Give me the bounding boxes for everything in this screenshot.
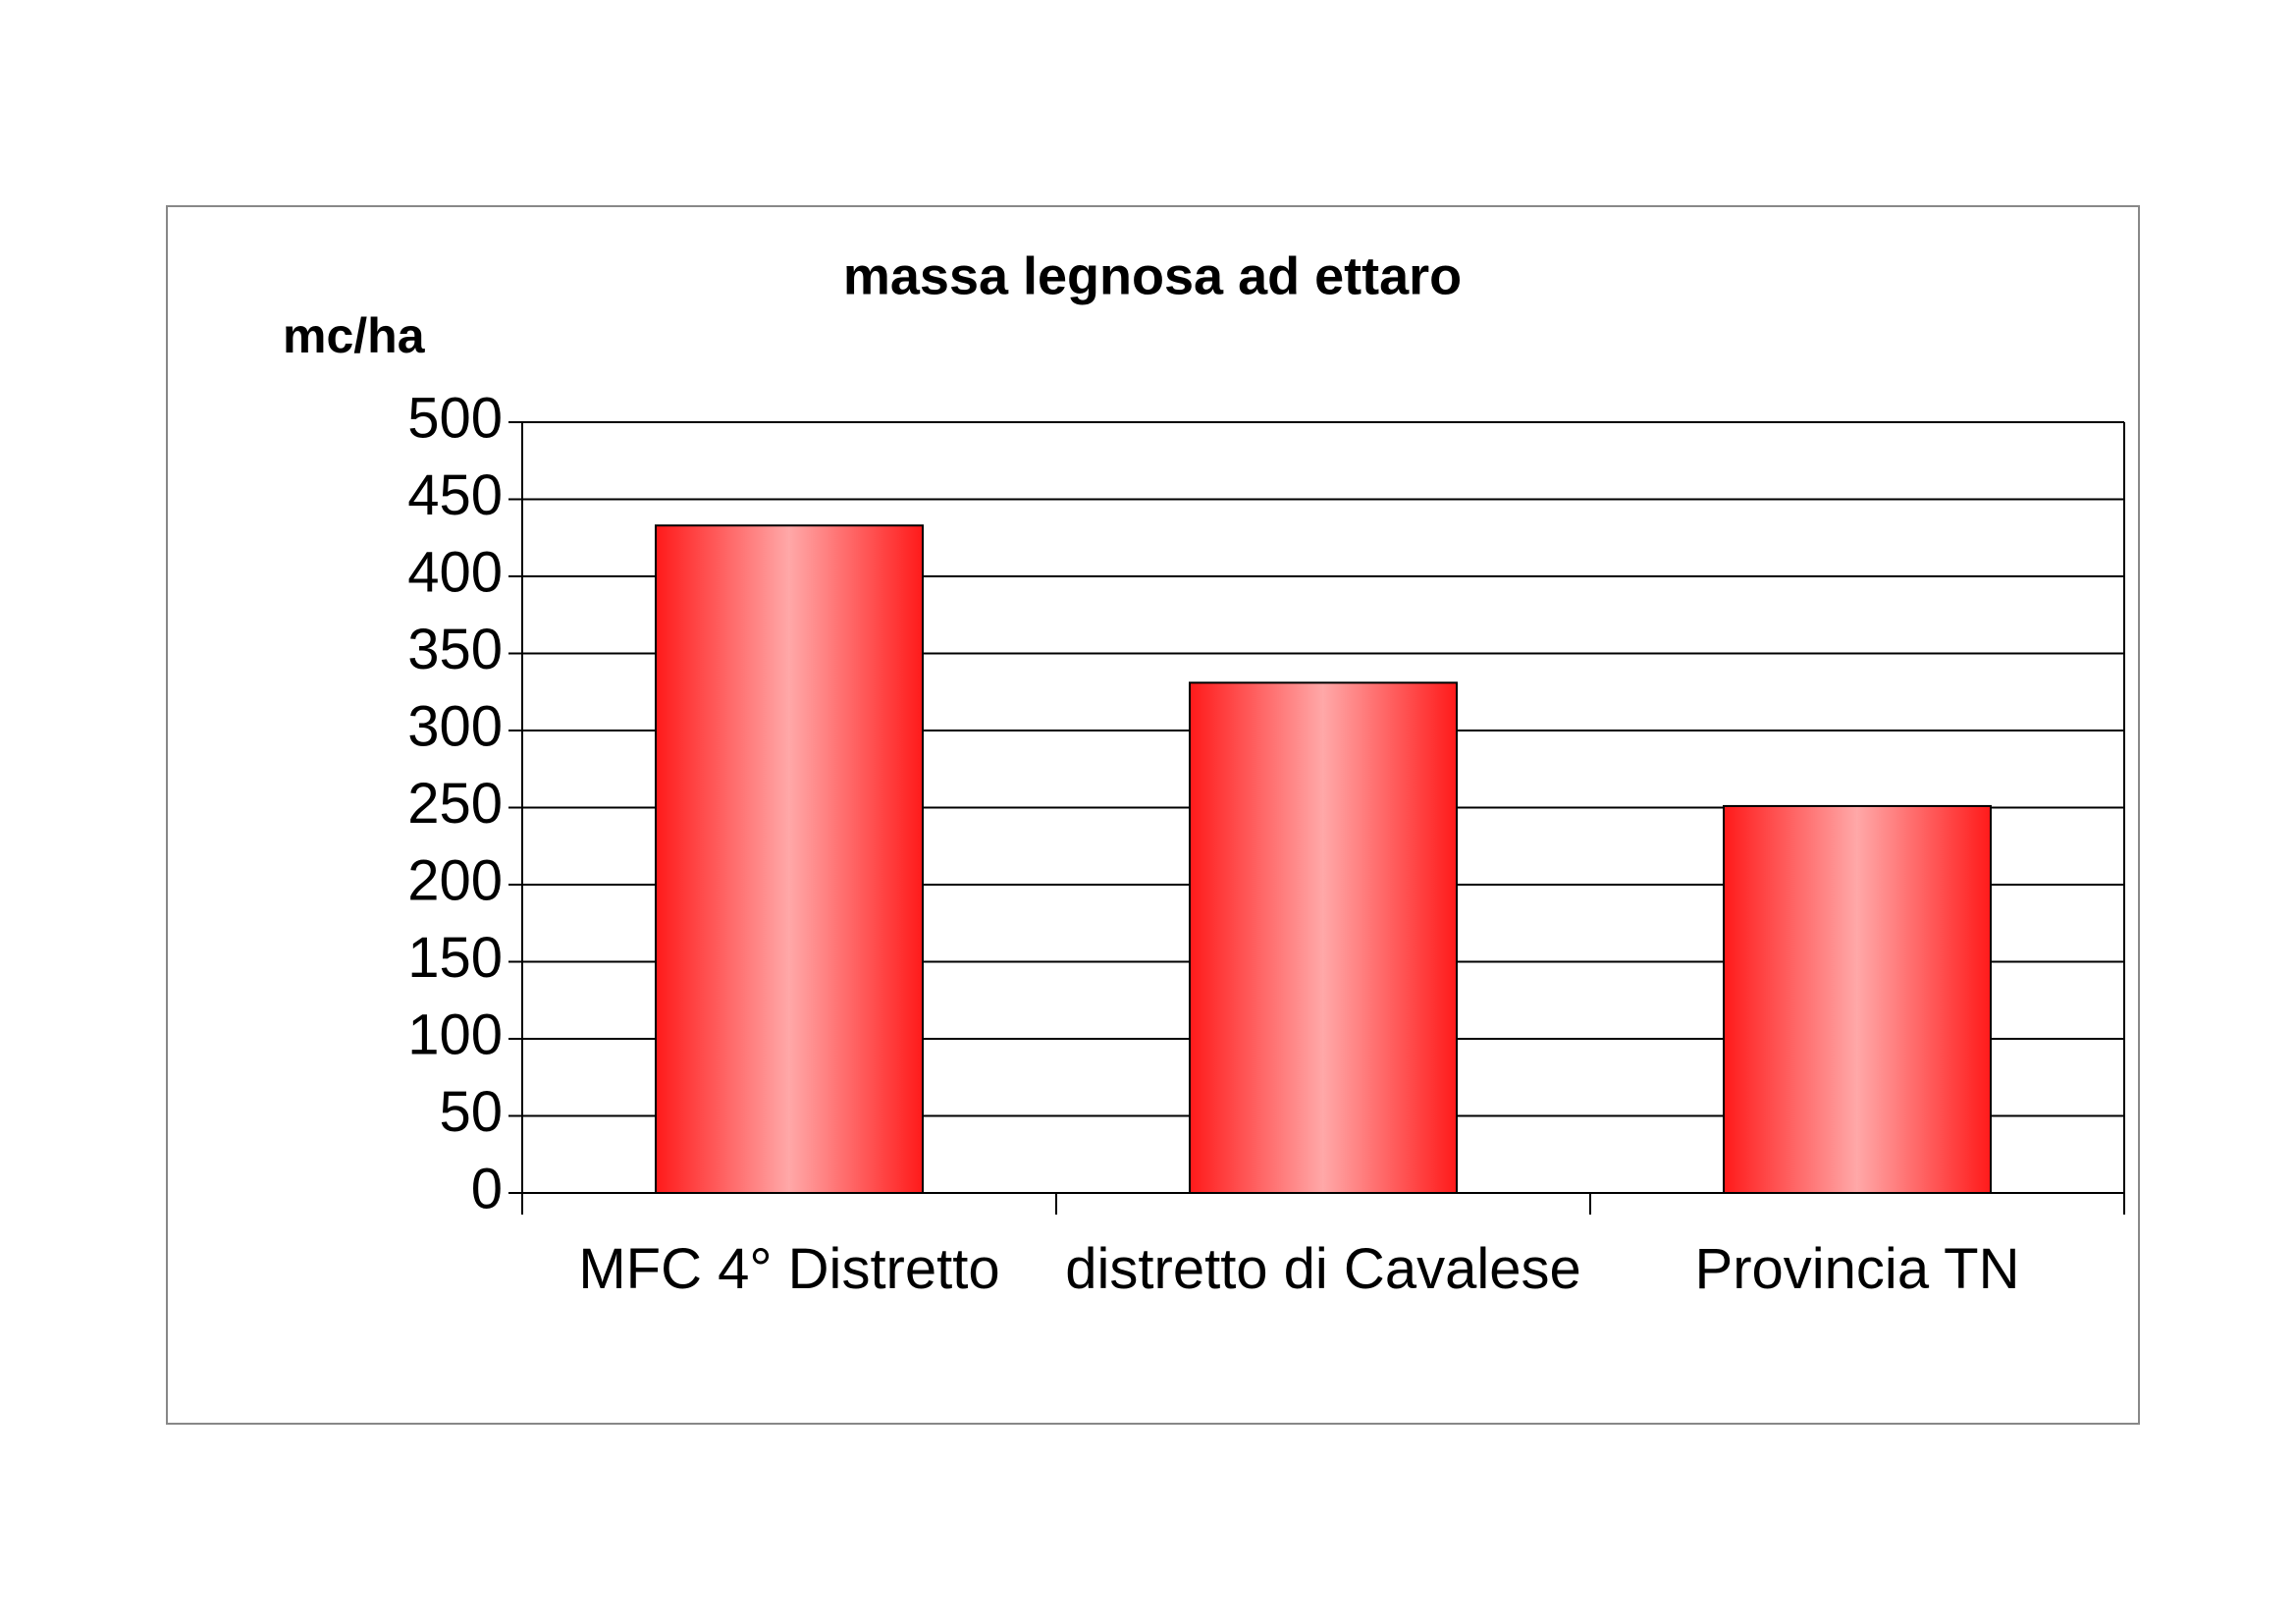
- y-tick-label: 150: [407, 926, 503, 990]
- y-tick-label: 450: [407, 463, 503, 527]
- x-label-box: Provincia TN: [1694, 1237, 2020, 1301]
- y-tick-label: 350: [407, 618, 503, 681]
- x-label-box: MFC 4° Distretto: [578, 1237, 1000, 1301]
- y-tick-label: 200: [407, 848, 503, 912]
- y-tick-label: 100: [407, 1002, 503, 1066]
- chart-title: massa legnosa ad ettaro: [843, 246, 1462, 305]
- x-tick-label: MFC 4° Distretto: [578, 1237, 1000, 1301]
- x-tick-label: Provincia TN: [1694, 1237, 2020, 1301]
- y-tick-label: 250: [407, 772, 503, 836]
- y-tick-label: 300: [407, 694, 503, 758]
- bar: [655, 524, 924, 1194]
- y-tick-label: 50: [439, 1080, 503, 1144]
- y-axis-label: mc/ha: [283, 308, 426, 363]
- x-label-box: distretto di Cavalese: [1065, 1237, 1581, 1301]
- y-tick-label: 500: [407, 386, 503, 450]
- bar: [1189, 681, 1458, 1194]
- x-tick-label: distretto di Cavalese: [1065, 1237, 1581, 1301]
- y-tick-label: 0: [471, 1157, 503, 1220]
- y-tick-label: 400: [407, 540, 503, 604]
- bar: [1723, 804, 1992, 1194]
